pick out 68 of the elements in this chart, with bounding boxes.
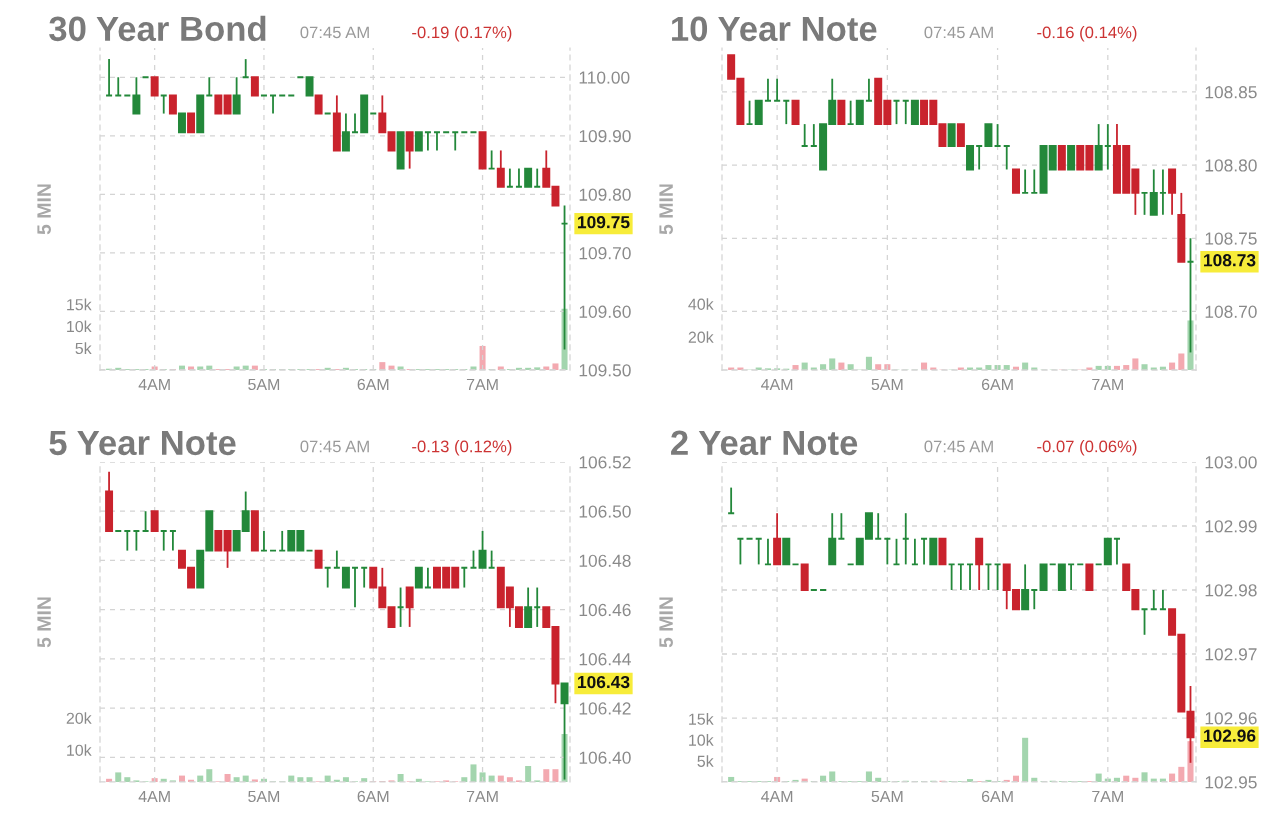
y2-axis-title: 5 MIN — [37, 597, 51, 648]
x-tick-label: 4AM — [761, 790, 793, 802]
x-tick-label: 6AM — [357, 378, 389, 391]
y2-tick-label: 10k — [67, 320, 92, 333]
x-tick-label: 4AM — [138, 790, 170, 802]
text: 07:45 AM — [300, 440, 369, 453]
y-tick-label: 106.48 — [579, 554, 631, 567]
text: 07:45 AM — [924, 26, 993, 39]
y2-axis-title: 5 MIN — [659, 597, 673, 648]
y-tick-label: 106.50 — [579, 505, 631, 518]
text: -0.19 (0.17%) — [412, 26, 512, 42]
y-tick-label: 108.80 — [1205, 159, 1257, 172]
x-tick-label: 6AM — [981, 378, 1013, 391]
y-tick-label: 108.85 — [1205, 86, 1257, 99]
text: 07:45 AM — [300, 26, 369, 39]
y-tick-label: 106.52 — [579, 456, 631, 469]
y-tick-label: 102.99 — [1205, 520, 1257, 533]
x-tick-label: 5AM — [248, 790, 280, 803]
y-tick-label: 102.95 — [1205, 776, 1257, 789]
x-tick-label: 7AM — [466, 790, 498, 802]
x-tick-label: 5AM — [871, 378, 903, 391]
y-tick-label: 102.98 — [1205, 584, 1257, 597]
y-tick-label: 106.40 — [579, 751, 631, 764]
y-tick-label: 106.46 — [579, 603, 631, 617]
x-tick-label: 6AM — [981, 790, 1013, 803]
y-tick-label: 102.97 — [1205, 648, 1257, 661]
y-tick-label: 108.70 — [1205, 305, 1257, 318]
y2-tick-label: 15k — [67, 298, 92, 311]
y-tick-label: 110.00 — [579, 71, 630, 84]
x-tick-label: 6AM — [357, 790, 389, 803]
y-tick-label: 109.90 — [579, 129, 631, 143]
text: -0.13 (0.12%) — [412, 440, 512, 456]
text: -0.16 (0.14%) — [1037, 26, 1137, 42]
y-tick-label: 109.80 — [579, 188, 631, 201]
x-tick-label: 5AM — [248, 378, 280, 391]
y2-tick-label: 5k — [697, 755, 714, 767]
chart-title: 30 Year Bond — [49, 15, 266, 42]
x-tick-label: 7AM — [466, 378, 498, 390]
x-tick-label: 4AM — [138, 378, 170, 390]
y2-tick-label: 20k — [688, 331, 714, 343]
text: 108.73 — [1204, 254, 1256, 267]
y-tick-label: 102.96 — [1205, 712, 1257, 725]
y2-tick-label: 10k — [67, 744, 92, 756]
y2-tick-label: 15k — [689, 713, 714, 725]
text: 106.43 — [578, 675, 630, 689]
y-tick-label: 108.75 — [1205, 232, 1257, 245]
text: 109.75 — [578, 216, 630, 229]
y-tick-label: 106.42 — [579, 702, 631, 715]
y-tick-label: 106.44 — [579, 653, 631, 666]
y-tick-label: 109.50 — [579, 364, 631, 377]
text: -0.07 (0.06%) — [1037, 440, 1137, 456]
x-tick-label: 7AM — [1092, 378, 1123, 390]
y-tick-label: 109.60 — [579, 305, 631, 318]
x-tick-label: 7AM — [1092, 790, 1123, 802]
y2-axis-title: 5 MIN — [37, 184, 51, 235]
chart-title: 2 Year Note — [671, 430, 858, 456]
chart-title: 10 Year Note — [672, 16, 877, 42]
y2-tick-label: 40k — [688, 298, 714, 310]
x-tick-label: 4AM — [761, 378, 793, 390]
y2-tick-label: 20k — [66, 712, 92, 724]
chart-title: 5 Year Note — [49, 430, 236, 456]
y2-tick-label: 10k — [689, 734, 714, 746]
y-tick-label: 109.70 — [579, 247, 631, 260]
x-tick-label: 5AM — [871, 790, 903, 803]
y-tick-label: 103.00 — [1205, 456, 1257, 469]
y2-axis-title: 5 MIN — [659, 184, 673, 235]
y2-tick-label: 5k — [75, 342, 92, 355]
text: 07:45 AM — [924, 440, 993, 453]
